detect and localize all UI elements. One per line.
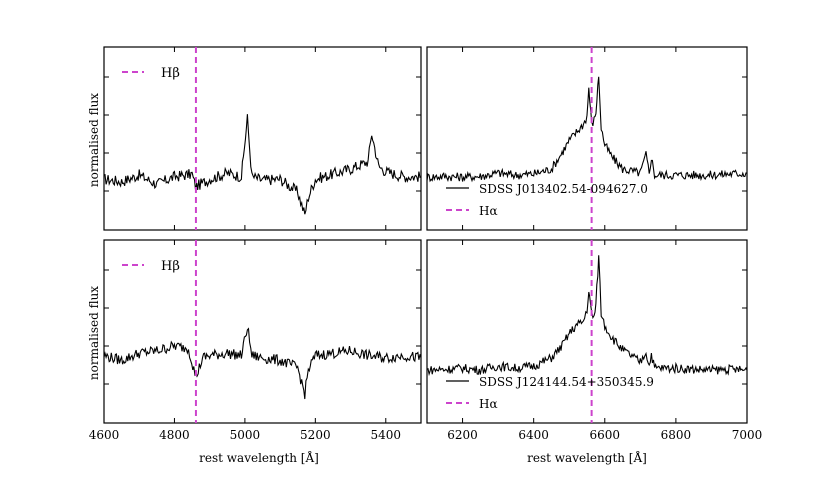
x-tick-label: 6800 [661, 428, 692, 442]
legend-label: SDSS J013402.54-094627.0 [479, 182, 648, 196]
spectrum-line [103, 114, 422, 215]
spectrum-line [103, 327, 422, 400]
x-axis-label-left: rest wavelength [Å] [199, 450, 319, 465]
spectrum-line [426, 76, 748, 183]
panel-top-right: SDSS J013402.54-094627.0 Hα [426, 46, 748, 231]
x-axis-label-right: rest wavelength [Å] [527, 450, 647, 465]
legend-label: Hα [479, 397, 498, 411]
spectrum-line [426, 255, 748, 377]
legend-label: SDSS J124144.54+350345.9 [479, 375, 654, 389]
x-tick-label: 6600 [590, 428, 621, 442]
y-axis-label-top: normalised flux [87, 93, 101, 187]
panel-bottom-left: 4600 4800 5000 5200 5400 Hβ [89, 239, 422, 442]
x-tick-label: 5000 [230, 428, 261, 442]
x-tick-label: 5200 [300, 428, 331, 442]
plot-frame [426, 239, 748, 424]
panel-top-left: Hβ [103, 46, 422, 231]
legend-label: Hβ [161, 259, 180, 274]
x-tick-label: 6200 [447, 428, 478, 442]
legend-label: Hα [479, 204, 498, 218]
x-tick-label: 7000 [732, 428, 763, 442]
x-tick-label: 4600 [89, 428, 120, 442]
plot-frame [426, 46, 748, 231]
plot-frame [103, 239, 422, 424]
y-axis-label-bottom: normalised flux [87, 286, 101, 380]
x-tick-label: 4800 [159, 428, 190, 442]
x-tick-label: 6400 [518, 428, 549, 442]
plot-frame [103, 46, 422, 231]
legend-label: Hβ [161, 66, 180, 81]
x-tick-label: 5400 [371, 428, 402, 442]
panel-bottom-right: 6200 6400 6600 6800 7000 SDSS J124144.54+3503… [426, 239, 763, 442]
